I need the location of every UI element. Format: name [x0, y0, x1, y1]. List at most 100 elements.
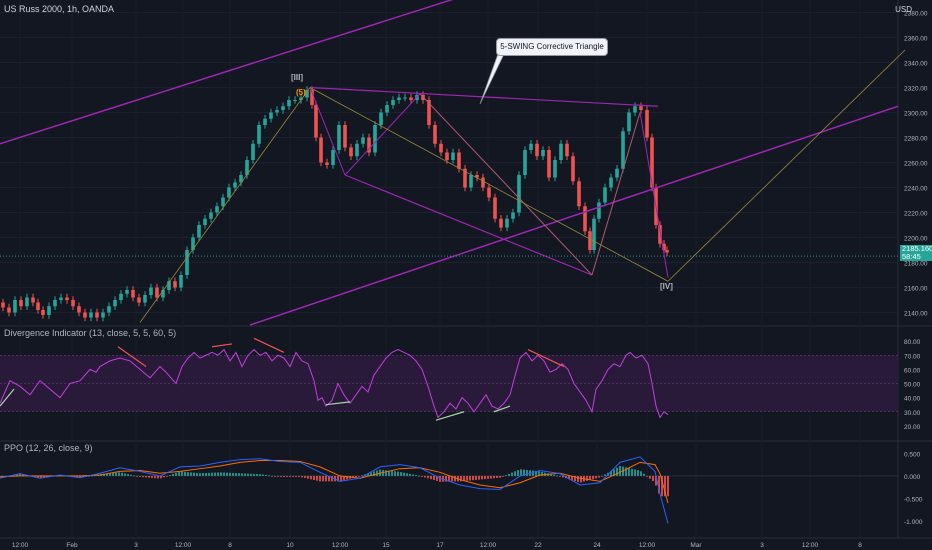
candle-body: [553, 160, 557, 178]
ppo-histogram-bar: [340, 475, 342, 482]
ppo-histogram-bar: [451, 475, 453, 482]
ppo-histogram-bar: [427, 475, 429, 479]
ppo-histogram-bar: [511, 472, 513, 476]
triangle-upper-line: [309, 86, 659, 107]
ppo-histogram-bar: [601, 475, 603, 477]
ppo-histogram-bar: [604, 474, 606, 476]
ppo-histogram-bar: [172, 473, 174, 476]
candle-body: [523, 150, 527, 175]
candle-body: [233, 182, 237, 188]
candle-body: [31, 297, 35, 303]
candle-body: [403, 97, 407, 99]
divergence-line: [0, 388, 15, 407]
time-tick-label: 3: [134, 542, 138, 549]
price-tick-label: 2180.00: [904, 261, 928, 268]
ppo-histogram-bar: [625, 467, 627, 476]
candle-body: [149, 287, 153, 295]
ppo-histogram-bar: [133, 475, 135, 477]
ppo-histogram-bar: [205, 472, 207, 476]
ppo-histogram-bar: [373, 471, 375, 476]
ppo-histogram-bar: [196, 472, 198, 476]
ppo-tick-label: -1.000: [904, 519, 923, 526]
price-tick-label: 2160.00: [904, 286, 928, 293]
price-tick-label: 2280.00: [904, 136, 928, 143]
candle-body: [71, 300, 75, 307]
candle-body: [161, 290, 165, 298]
candle-body: [541, 150, 545, 157]
candle-body: [493, 197, 497, 219]
ppo-histogram-bar: [424, 475, 426, 478]
time-tick-label: 12:00: [639, 542, 656, 549]
triangle-callout[interactable]: 5-SWING Corrective Triangle: [496, 38, 608, 56]
ppo-histogram-bar: [496, 475, 498, 479]
time-tick-label: 17: [436, 542, 444, 549]
ppo-histogram-bar: [160, 475, 162, 479]
ppo-histogram-bar: [370, 472, 372, 476]
ppo-histogram-bar: [481, 475, 483, 480]
wave-projection-line: [667, 49, 906, 282]
ppo-histogram-bar: [655, 475, 657, 486]
ppo-histogram-bar: [265, 474, 267, 476]
ppo-signal-line: [0, 460, 669, 504]
candle-body: [275, 110, 279, 113]
ppo-histogram-bar: [226, 472, 228, 476]
candle-body: [7, 307, 11, 313]
ppo-histogram-bar: [202, 473, 204, 476]
candle-body: [547, 150, 551, 178]
candle-body: [13, 300, 17, 313]
candle-body: [36, 302, 40, 310]
ppo-histogram-bar: [292, 475, 294, 477]
candle-body: [131, 290, 135, 298]
candle-body: [439, 143, 443, 153]
ppo-histogram-bar: [181, 471, 183, 476]
ppo-histogram-bar: [505, 475, 507, 476]
ppo-histogram-bar: [532, 470, 534, 476]
symbol-title: US Russ 2000, 1h, OANDA: [4, 4, 115, 14]
ppo-histogram-bar: [658, 475, 660, 494]
ppo-histogram-bar: [280, 475, 282, 477]
ppo-histogram-bar: [319, 475, 321, 482]
ppo-histogram-bar: [91, 475, 93, 477]
candle-body: [463, 168, 467, 188]
ppo-histogram-bar: [244, 473, 246, 476]
ppo-histogram-bar: [247, 473, 249, 476]
divergence-line: [435, 411, 465, 421]
candle-body: [287, 100, 291, 107]
divergence-line: [325, 401, 351, 406]
rsi-tick-label: 60.00: [904, 367, 921, 374]
ppo-histogram-bar: [121, 472, 123, 476]
candle-body: [77, 306, 81, 313]
candle-body: [25, 297, 29, 307]
candle-body: [597, 202, 601, 219]
candle-body: [559, 143, 563, 160]
upper-channel-line: [0, 0, 454, 145]
price-tick-label: 2360.00: [904, 36, 928, 43]
ppo-histogram-bar: [304, 475, 306, 478]
triangle-lower-line: [344, 174, 593, 276]
ppo-histogram-bar: [598, 475, 600, 478]
ppo-histogram-bar: [403, 472, 405, 476]
time-tick-label: 22: [534, 542, 542, 549]
candle-body: [633, 106, 637, 113]
ppo-pane-title: PPO (12, 26, close, 9): [4, 443, 93, 453]
ppo-line: [0, 456, 669, 524]
ppo-histogram-bar: [79, 475, 81, 478]
lower-channel-line: [249, 105, 899, 326]
price-tick-label: 2140.00: [904, 311, 928, 318]
ppo-histogram-bar: [568, 475, 570, 480]
ppo-histogram-bar: [19, 473, 21, 476]
candle-body: [227, 187, 231, 198]
ppo-histogram-bar: [526, 469, 528, 476]
ppo-histogram-bar: [577, 475, 579, 483]
candle-body: [203, 218, 207, 225]
ppo-histogram-bar: [391, 470, 393, 476]
ppo-histogram-bar: [397, 471, 399, 476]
ppo-histogram-bar: [421, 475, 423, 477]
candle-body: [41, 310, 45, 315]
ppo-histogram-bar: [652, 475, 654, 482]
ppo-histogram-bar: [175, 472, 177, 476]
rsi-tick-label: 70.00: [904, 353, 921, 360]
ppo-histogram-bar: [256, 473, 258, 476]
ppo-histogram-bar: [595, 475, 597, 479]
